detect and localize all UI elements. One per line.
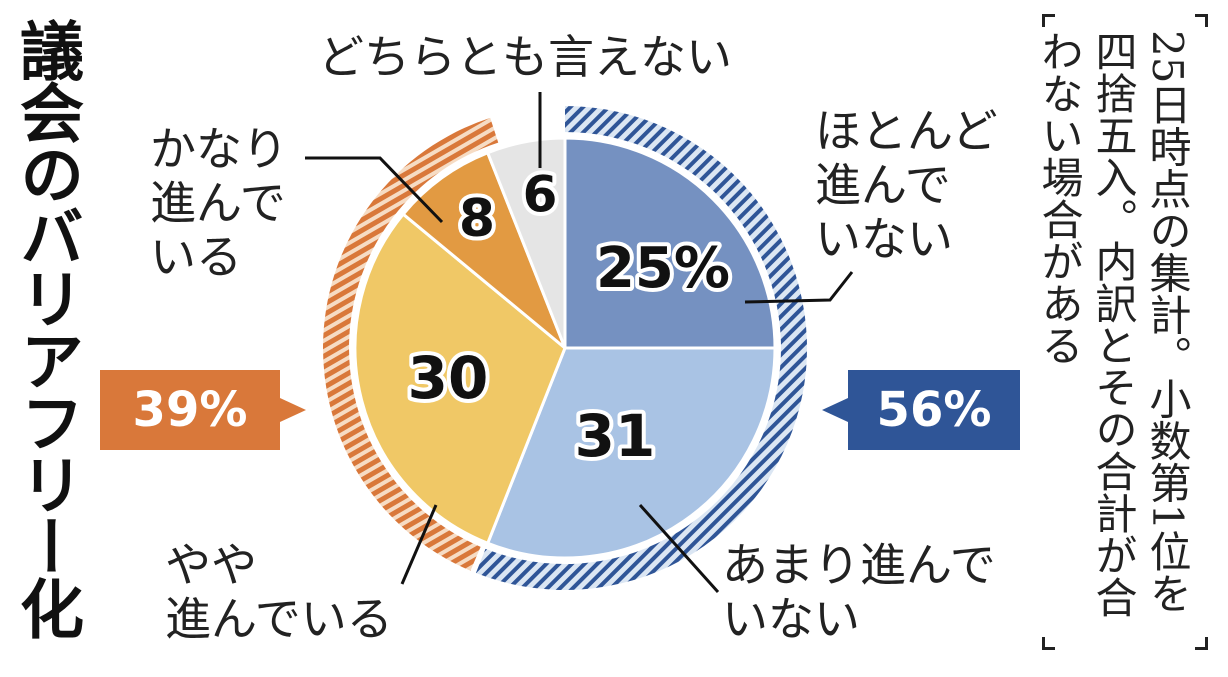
pie-slice-1: [485, 346, 777, 560]
pointer-56: [822, 398, 848, 422]
leader-line-hardly: [744, 271, 854, 304]
label-neither: どちらとも言えない: [318, 30, 732, 84]
pie-slice-2: [353, 212, 567, 546]
slice-value-label-2: 30: [408, 344, 489, 412]
group-value-56: 56%: [876, 382, 992, 438]
slice-value-label-4: 6: [523, 166, 558, 224]
note-text: 25日時点の集計。小数第1位を四捨五入。内訳とその合計が合わない場合がある: [1035, 30, 1192, 618]
slice-value-label-0: 25%: [596, 236, 730, 301]
leader-line-not-much: [638, 503, 720, 594]
label-hardly: ほとんど 進んで いない: [815, 104, 998, 266]
pie-slice-0: [563, 136, 777, 350]
group-ring-39: [323, 117, 499, 571]
group-value-39: 39%: [132, 382, 248, 438]
slice-value-label-1: 31: [575, 402, 656, 470]
pointer-39: [280, 398, 306, 422]
pie-slice-4: [485, 136, 567, 349]
label-somewhat: やや 進んでいる: [165, 538, 393, 646]
chart-title: 議会のバリアフリー化: [9, 18, 83, 638]
group-box-56: 56%: [848, 370, 1020, 450]
leader-line-fairly: [305, 156, 444, 224]
label-fairly: かなり 進んで いる: [150, 122, 288, 284]
leader-line-somewhat: [400, 504, 438, 585]
label-not-much: あまり進んで いない: [722, 538, 996, 646]
note-box: 25日時点の集計。小数第1位を四捨五入。内訳とその合計が合わない場合がある: [1035, 14, 1208, 650]
pie-slice-3: [401, 150, 567, 350]
group-box-39: 39%: [100, 370, 280, 450]
slice-value-label-3: 8: [459, 189, 495, 249]
